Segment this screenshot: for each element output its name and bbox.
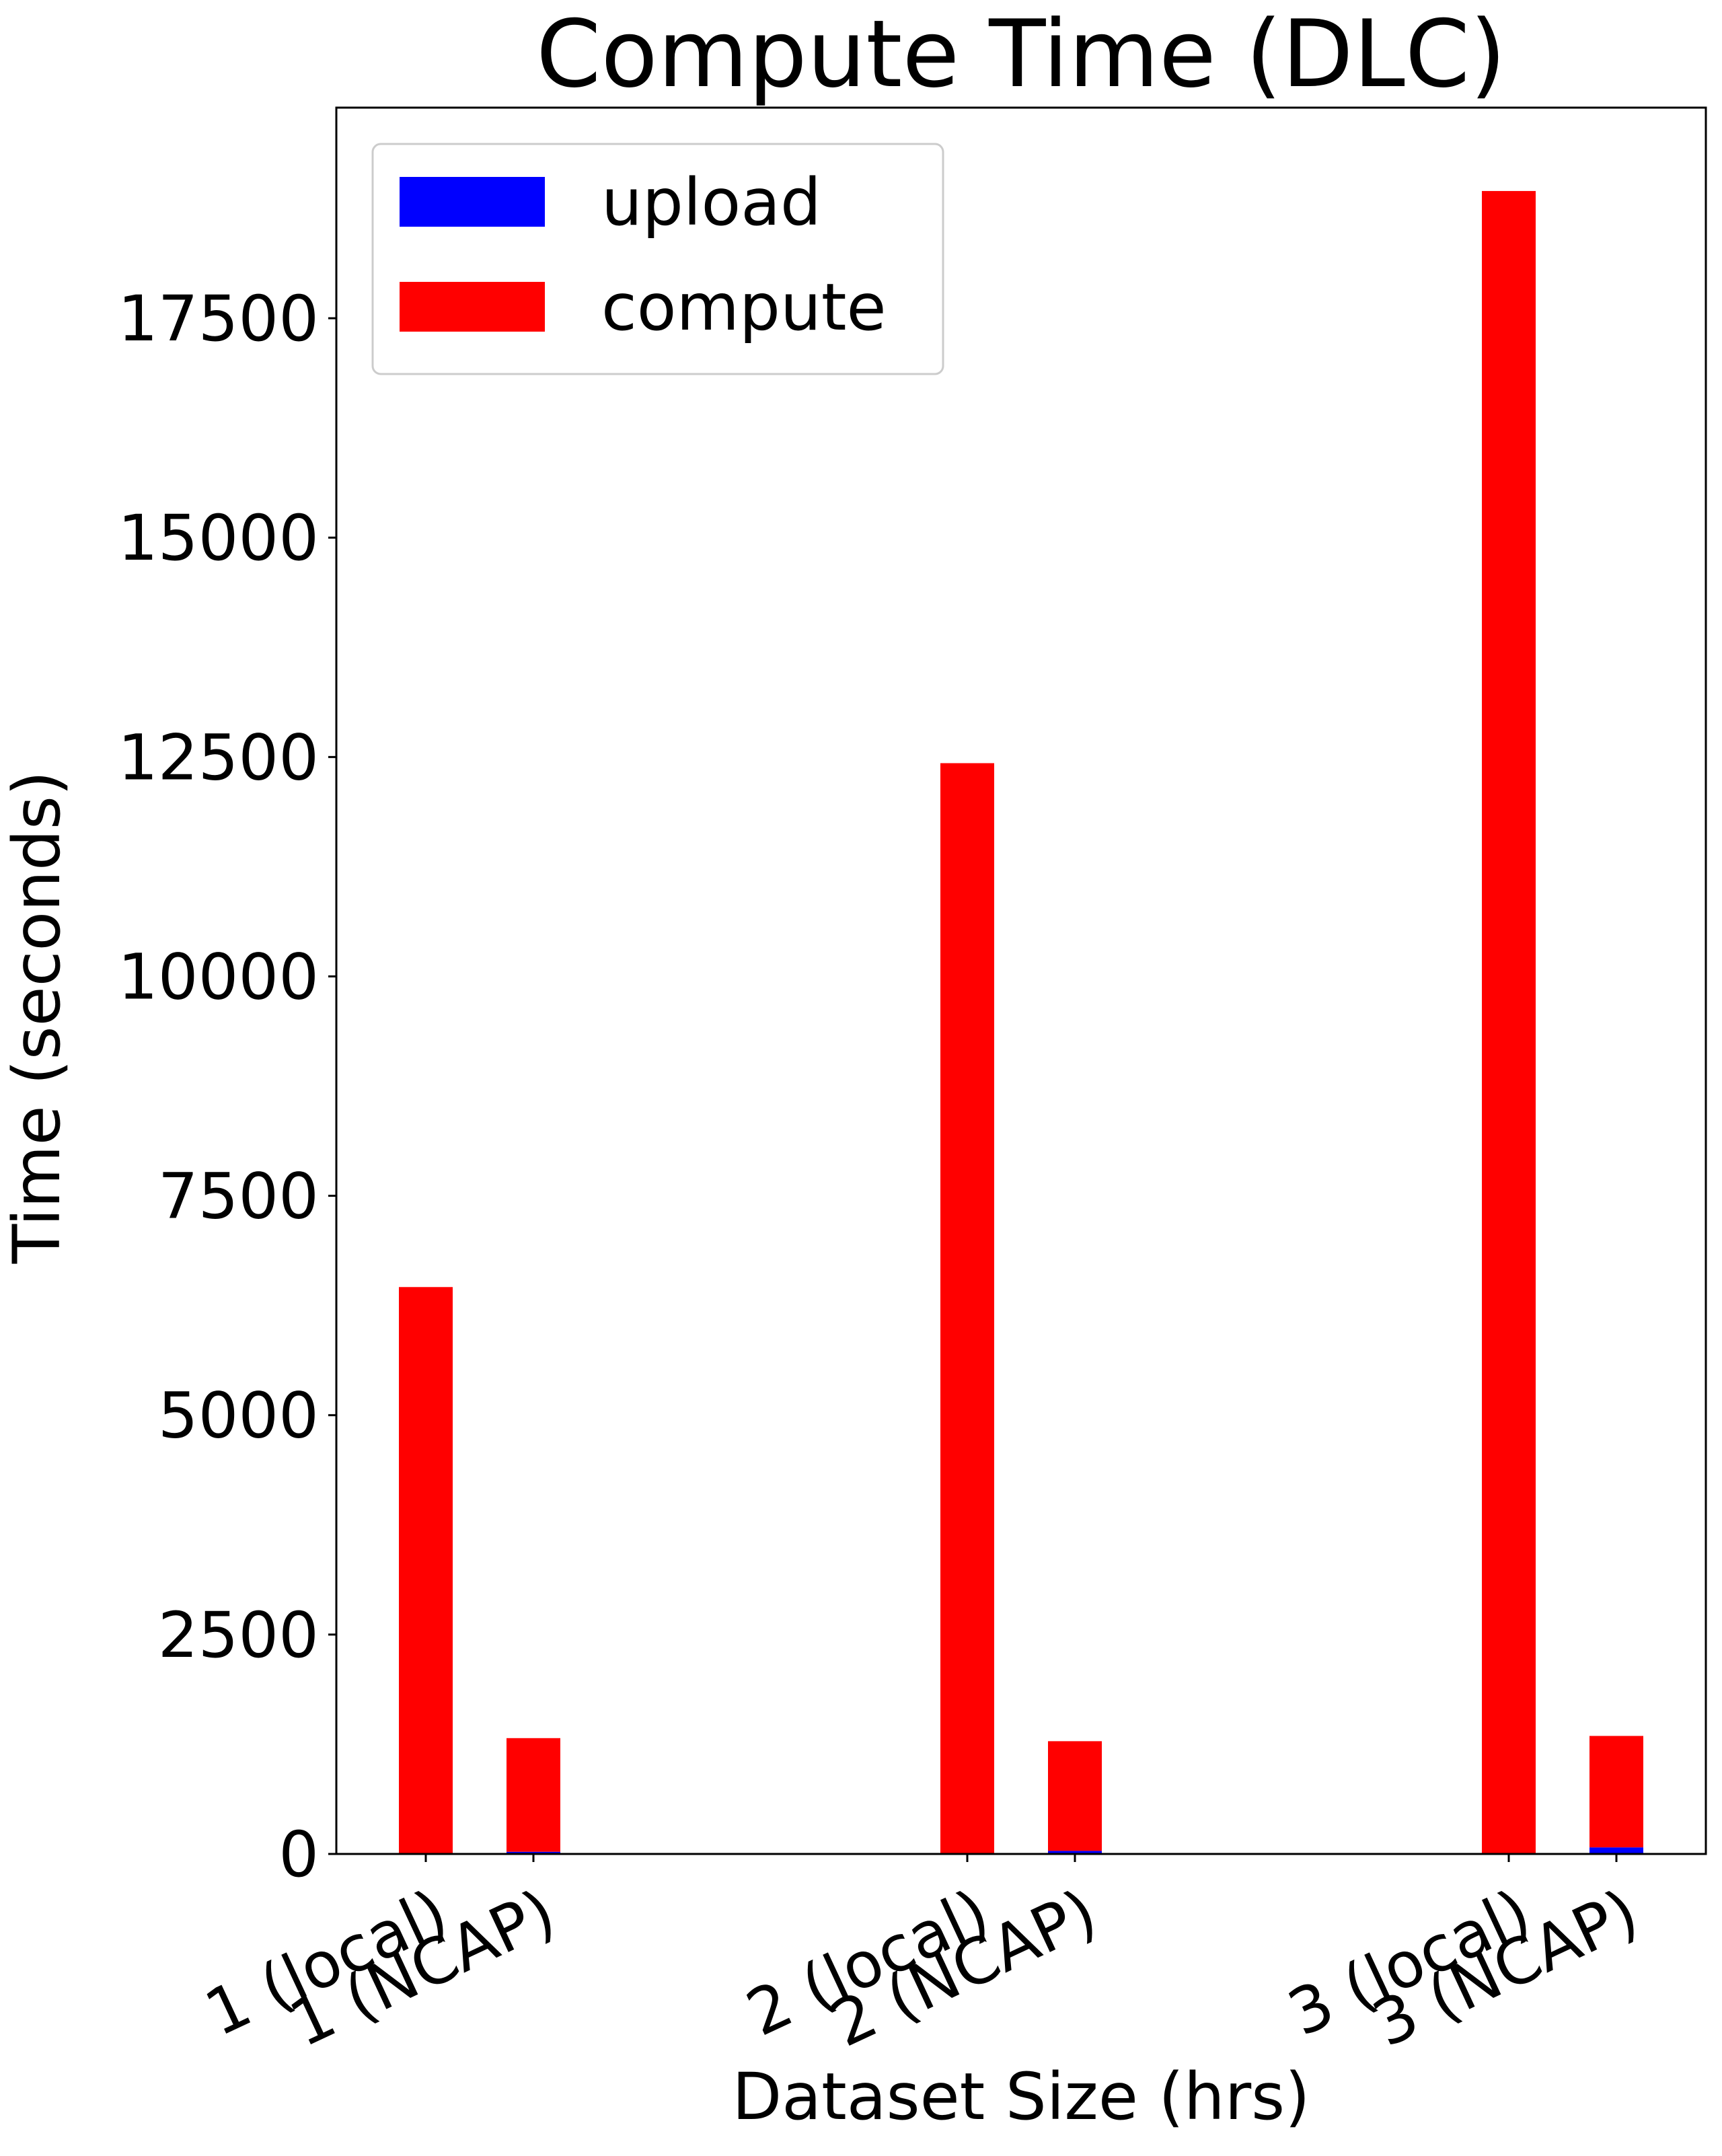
x-ticks-group: 1 (local)1 (NCAP) 2 (local)2 (NCAP) 3 (loc… xyxy=(194,1854,1649,2062)
bar-upload-6 xyxy=(1589,1847,1643,1854)
bars-group xyxy=(399,190,1643,1854)
y-tick-label: 10000 xyxy=(118,940,319,1014)
bar-upload-2 xyxy=(507,1851,560,1854)
bar-compute-4 xyxy=(1048,1741,1102,1851)
chart-title: Compute Time (DLC) xyxy=(536,0,1506,108)
y-tick-label: 17500 xyxy=(118,283,319,356)
bar-compute-5 xyxy=(1482,190,1536,1854)
y-ticks-group: 0 2500 5000 7500 10000 12500 15000 17500 xyxy=(118,283,336,1892)
legend-swatch-compute xyxy=(400,282,545,332)
legend-label-compute: compute xyxy=(601,270,887,345)
y-tick-label: 7500 xyxy=(158,1160,319,1234)
legend-swatch-upload xyxy=(400,177,545,227)
bar-compute-2 xyxy=(507,1738,560,1852)
bar-upload-4 xyxy=(1048,1851,1102,1854)
legend-label-upload: upload xyxy=(601,165,821,240)
x-axis-label: Dataset Size (hrs) xyxy=(732,2059,1310,2134)
bar-compute-6 xyxy=(1589,1736,1643,1848)
bar-compute-1 xyxy=(399,1287,453,1854)
y-tick-label: 5000 xyxy=(158,1380,319,1453)
y-axis-label: Time (seconds) xyxy=(0,771,75,1265)
y-tick-label: 0 xyxy=(278,1818,319,1892)
y-tick-label: 15000 xyxy=(118,502,319,575)
legend: upload compute xyxy=(371,143,944,375)
plot-frame xyxy=(335,106,1707,1855)
bar-compute-3 xyxy=(940,763,994,1854)
y-tick-label: 12500 xyxy=(118,721,319,794)
y-tick-label: 2500 xyxy=(158,1599,319,1672)
